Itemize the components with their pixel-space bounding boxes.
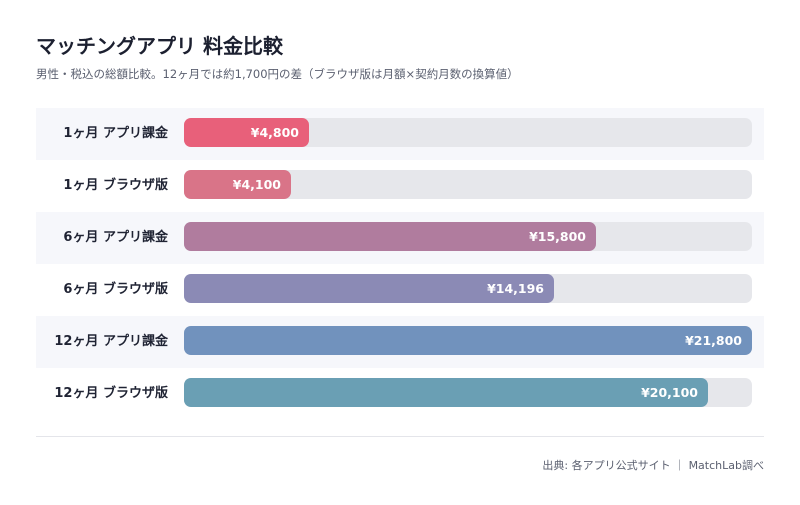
category-label: 1ヶ月 ブラウザ版: [63, 178, 168, 193]
bar-track: ¥4,100: [184, 170, 752, 199]
data-label: ¥4,100: [232, 177, 281, 192]
bar-track: ¥14,196: [184, 274, 752, 303]
bar-row: 12ヶ月 アプリ課金 ¥21,800: [36, 316, 764, 368]
data-label: ¥14,196: [487, 281, 544, 296]
bar: ¥4,800: [184, 118, 309, 147]
bar-track: ¥15,800: [184, 222, 752, 251]
category-label: 1ヶ月 アプリ課金: [63, 126, 168, 141]
bar: ¥20,100: [184, 378, 708, 407]
category-label: 12ヶ月 アプリ課金: [54, 334, 168, 349]
bar-row: 1ヶ月 ブラウザ版 ¥4,100: [36, 160, 764, 212]
bar-row: 6ヶ月 ブラウザ版 ¥14,196: [36, 264, 764, 316]
bar-track: ¥20,100: [184, 378, 752, 407]
bar-row: 12ヶ月 ブラウザ版 ¥20,100: [36, 368, 764, 420]
category-label: 6ヶ月 アプリ課金: [63, 230, 168, 245]
chart-subtitle: 男性・税込の総額比較。12ヶ月では約1,700円の差（ブラウザ版は月額×契約月数…: [36, 67, 519, 81]
chart-title: マッチングアプリ 料金比較: [36, 34, 283, 58]
bar-track: ¥21,800: [184, 326, 752, 355]
bar-rows: 1ヶ月 アプリ課金 ¥4,800 1ヶ月 ブラウザ版 ¥4,100 6ヶ月 アプリ課金 ¥…: [36, 108, 764, 420]
bar-row: 6ヶ月 アプリ課金 ¥15,800: [36, 212, 764, 264]
bar: ¥21,800: [184, 326, 752, 355]
data-label: ¥20,100: [641, 385, 698, 400]
bar: ¥15,800: [184, 222, 596, 251]
bar: ¥4,100: [184, 170, 291, 199]
data-label: ¥21,800: [685, 333, 742, 348]
bar: ¥14,196: [184, 274, 554, 303]
category-label: 12ヶ月 ブラウザ版: [54, 386, 168, 401]
data-label: ¥15,800: [529, 229, 586, 244]
bar-track: ¥4,800: [184, 118, 752, 147]
source-note: 出典: 各アプリ公式サイト ｜ MatchLab調べ: [542, 459, 764, 472]
category-label: 6ヶ月 ブラウザ版: [63, 282, 168, 297]
bar-row: 1ヶ月 アプリ課金 ¥4,800: [36, 108, 764, 160]
data-label: ¥4,800: [250, 125, 299, 140]
footer-divider: [36, 436, 764, 437]
